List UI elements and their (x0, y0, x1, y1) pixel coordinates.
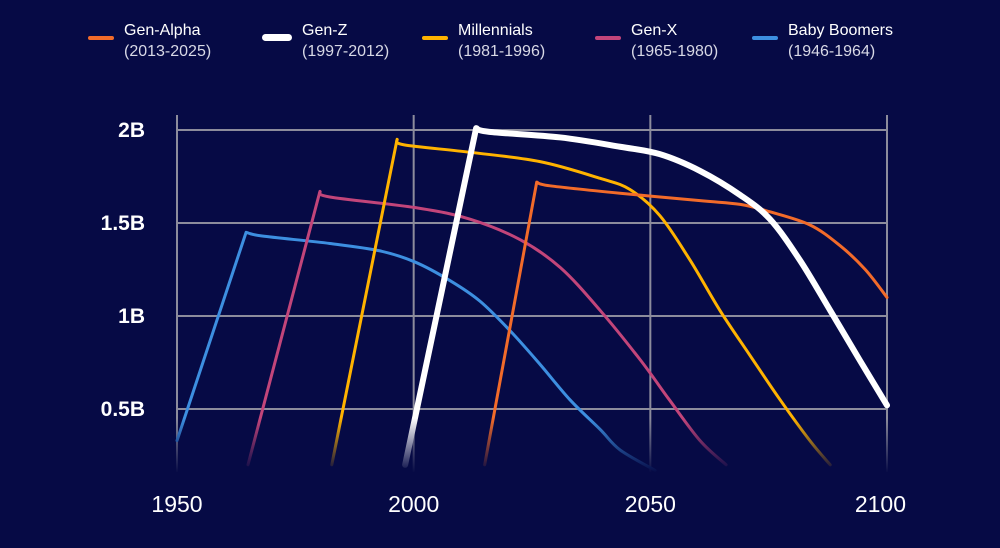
y-tick-label: 2B (118, 119, 145, 142)
legend-swatch (88, 36, 114, 40)
x-tick-label: 2100 (855, 491, 906, 517)
legend-item: Gen-X (1965-1980) (595, 20, 718, 62)
legend-swatch (262, 34, 292, 41)
legend-swatch (422, 36, 448, 40)
series-line-gen-x (246, 189, 728, 467)
bottom-fade (150, 418, 910, 473)
series-line-millennials (330, 137, 832, 467)
legend-years: (1946-1964) (788, 43, 876, 60)
y-tick-label: 0.5B (101, 398, 145, 421)
legend-item: Gen-Alpha (2013-2025) (88, 20, 211, 62)
legend-years: (2013-2025) (124, 43, 212, 60)
legend-swatch (752, 36, 778, 40)
legend-item: Millennials (1981-1996) (422, 20, 545, 62)
legend-swatch (595, 36, 621, 40)
y-tick-label: 1B (118, 305, 145, 328)
legend-years: (1965-1980) (631, 43, 719, 60)
legend-years: (1981-1996) (458, 43, 546, 60)
x-tick-label: 1950 (151, 491, 202, 517)
x-tick-label: 2000 (388, 491, 439, 517)
series-lines (175, 125, 890, 472)
legend-name: Gen-X (631, 22, 678, 39)
legend-name: Millennials (458, 22, 533, 39)
legend-years: (1997-2012) (302, 43, 390, 60)
series-line-gen-alpha (483, 180, 889, 467)
y-axis-ticks: 2B 1.5B 1B 0.5B (101, 119, 145, 421)
legend-name: Gen-Z (302, 22, 348, 39)
x-axis-ticks: 1950 2000 2050 2100 (151, 491, 906, 517)
series-line-gen-z (402, 125, 890, 468)
legend-name: Baby Boomers (788, 22, 893, 39)
legend-item: Baby Boomers (1946-1964) (752, 20, 893, 62)
x-tick-label: 2050 (625, 491, 676, 517)
legend-name: Gen-Alpha (124, 22, 201, 39)
gridlines (176, 115, 888, 472)
y-tick-label: 1.5B (101, 212, 145, 235)
legend-item: Gen-Z (1997-2012) (262, 20, 389, 62)
